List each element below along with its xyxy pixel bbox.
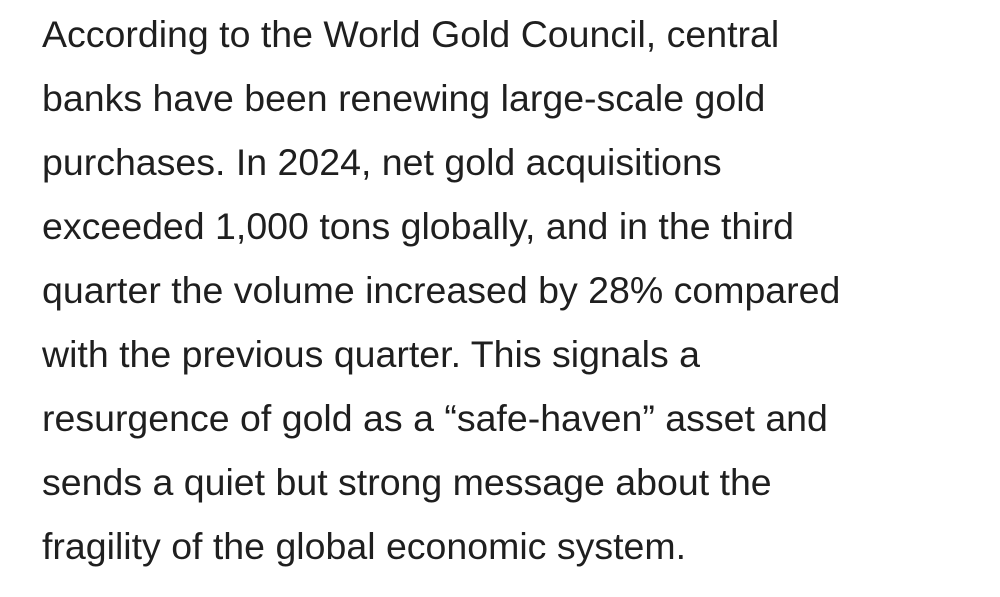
paragraph-line: banks have been renewing large-scale gol… — [42, 77, 766, 119]
paragraph-line: purchases. In 2024, net gold acquisition… — [42, 141, 722, 183]
paragraph-line: According to the World Gold Council, cen… — [42, 13, 780, 55]
article-paragraph: According to the World Gold Council, cen… — [42, 0, 982, 576]
paragraph-line: exceeded 1,000 tons globally, and in the… — [42, 205, 794, 247]
paragraph-line: resurgence of gold as a “safe-haven” ass… — [42, 397, 828, 439]
paragraph-line: sends a quiet but strong message about t… — [42, 461, 772, 503]
paragraph-line: quarter the volume increased by 28% comp… — [42, 269, 841, 311]
paragraph-line: fragility of the global economic system. — [42, 525, 687, 567]
paragraph-line: with the previous quarter. This signals … — [42, 333, 700, 375]
